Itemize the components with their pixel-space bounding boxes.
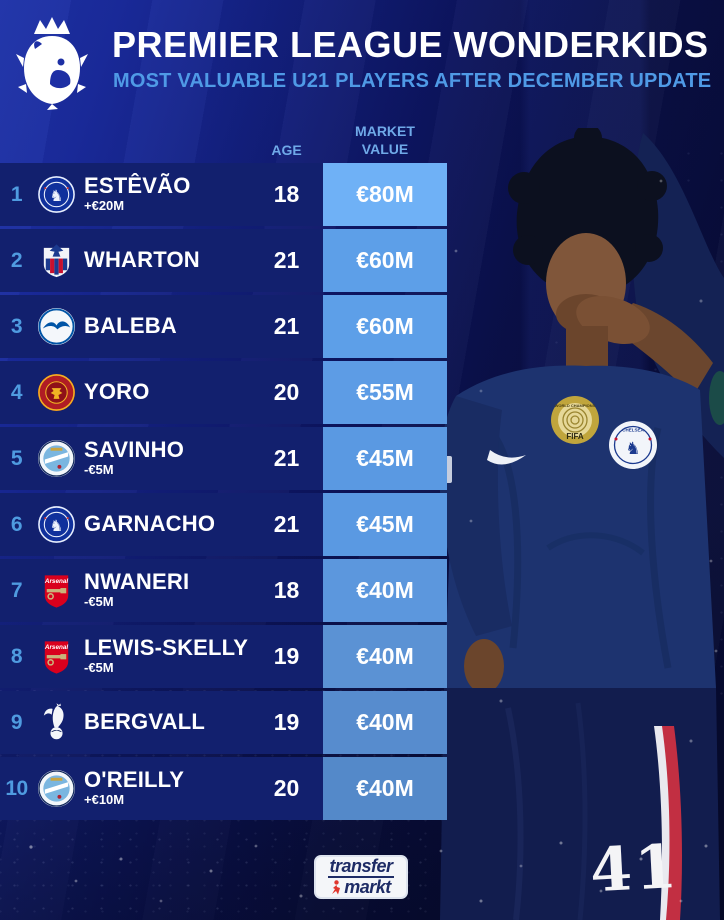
chelsea-crest-icon (33, 175, 80, 214)
table-row: 5 SAVINHO -€5M 21 €45M (0, 427, 447, 490)
player-name: SAVINHO (84, 437, 185, 463)
crystal-palace-crest-icon (33, 241, 80, 280)
rank-label: 10 (5, 776, 28, 800)
age-column-header: AGE (271, 142, 302, 158)
value-change: -€5M (84, 593, 114, 609)
table-row: 8 LEWIS-SKELLY -€5M 19 €40M (0, 625, 447, 688)
market-value-cell: €40M (323, 625, 447, 688)
player-name: GARNACHO (84, 511, 216, 537)
market-value-cell: €40M (323, 691, 447, 754)
market-value-cell: €45M (323, 427, 447, 490)
rank-label: 3 (10, 314, 23, 338)
value-change: +€10M (84, 791, 125, 807)
player-name: YORO (84, 379, 150, 405)
table-row: 10 O'REILLY +€10M 20 €40M (0, 757, 447, 820)
market-value-cell: €55M (323, 361, 447, 424)
rank-label: 6 (10, 512, 23, 536)
page-subtitle: MOST VALUABLE U21 PLAYERS AFTER DECEMBER… (113, 70, 712, 92)
rank-label: 2 (10, 248, 23, 272)
market-value-column-header: MARKET VALUE (355, 123, 415, 157)
market-value-cell: €45M (323, 493, 447, 556)
player-name: LEWIS-SKELLY (84, 635, 249, 661)
player-name: O'REILLY (84, 767, 185, 793)
ranking-table: 1 ESTÊVÃO +€20M 18 €80M 2 WHARTON 21 €60… (0, 163, 447, 823)
svg-text:FIFA: FIFA (566, 432, 584, 441)
brighton-crest-icon (33, 307, 80, 346)
market-value-cell: €40M (323, 559, 447, 622)
table-row: 4 YORO 20 €55M (0, 361, 447, 424)
kicking-player-icon (332, 880, 341, 895)
transfermarkt-logo-text-bottom: markt (344, 877, 391, 897)
age-value: 21 (273, 247, 300, 273)
manchester-city-crest-icon (33, 769, 80, 808)
sparkle-dots (0, 0, 2, 2)
player-name: ESTÊVÃO (84, 173, 191, 199)
age-value: 20 (273, 775, 300, 801)
table-row: 6 GARNACHO 21 €45M (0, 493, 447, 556)
player-name: BALEBA (84, 313, 177, 339)
table-row: 9 BERGVALL 19 €40M (0, 691, 447, 754)
chelsea-crest-icon (33, 505, 80, 544)
value-change: -€5M (84, 461, 114, 477)
rank-label: 8 (10, 644, 23, 668)
age-value: 18 (273, 181, 300, 207)
age-value: 21 (273, 511, 300, 537)
age-value: 19 (273, 643, 300, 669)
age-value: 19 (273, 709, 300, 735)
shirt-number: 41 (588, 832, 681, 907)
premier-league-lion-icon (16, 17, 88, 110)
table-row: 3 BALEBA 21 €60M (0, 295, 447, 358)
fifa-world-champions-badge: WORLD CHAMPIONS FIFA (551, 396, 599, 444)
player-name: BERGVALL (84, 709, 205, 735)
tottenham-crest-icon (33, 703, 80, 742)
svg-text:♞: ♞ (625, 439, 640, 458)
value-change: +€20M (84, 197, 125, 213)
table-row: 7 NWANERI -€5M 18 €40M (0, 559, 447, 622)
column-headers: AGE MARKET VALUE (0, 114, 447, 160)
swoosh-icon (487, 450, 526, 465)
age-value: 20 (273, 379, 300, 405)
table-row: 1 ESTÊVÃO +€20M 18 €80M (0, 163, 447, 226)
age-value: 18 (273, 577, 300, 603)
age-value: 21 (273, 313, 300, 339)
arsenal-crest-icon (33, 571, 80, 610)
market-value-cell: €40M (323, 757, 447, 820)
rank-label: 1 (10, 182, 23, 206)
market-value-cell: €80M (323, 163, 447, 226)
logo-divider (328, 876, 394, 878)
rank-label: 7 (10, 578, 23, 602)
rank-label: 9 (10, 710, 23, 734)
market-value-cell: €60M (323, 229, 447, 292)
manchester-united-crest-icon (33, 373, 80, 412)
player-name: WHARTON (84, 247, 200, 273)
value-change: -€5M (84, 659, 114, 675)
svg-text:CHELSEA: CHELSEA (622, 428, 644, 433)
arsenal-crest-icon (33, 637, 80, 676)
page-title: PREMIER LEAGUE WONDERKIDS (112, 24, 709, 65)
manchester-city-crest-icon (33, 439, 80, 478)
table-row: 2 WHARTON 21 €60M (0, 229, 447, 292)
transfermarkt-logo: transfer markt (314, 855, 408, 899)
rank-label: 5 (10, 446, 23, 470)
chelsea-shirt-crest: CHELSEA ♞ (609, 421, 657, 469)
market-value-cell: €60M (323, 295, 447, 358)
player-photo-illustration: WORLD CHAMPIONS FIFA CHELSEA ♞ 41 (436, 128, 724, 920)
rank-label: 4 (10, 380, 23, 404)
age-value: 21 (273, 445, 300, 471)
transfermarkt-logo-text-top: transfer (329, 855, 393, 876)
player-name: NWANERI (84, 569, 190, 595)
svg-text:WORLD CHAMPIONS: WORLD CHAMPIONS (555, 403, 596, 408)
